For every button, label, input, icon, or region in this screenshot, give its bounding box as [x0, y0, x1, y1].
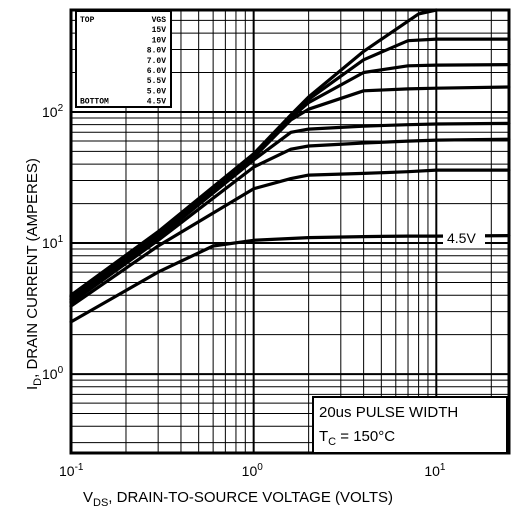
legend-entry: 5.0V: [147, 87, 166, 96]
legend-entry: 4.5V: [147, 98, 166, 107]
series-line-6-0v: [69, 121, 511, 303]
x-tick-label: 10-1: [59, 462, 84, 479]
legend-entry: 6.0V: [147, 67, 166, 76]
series-annotation: 4.5V: [443, 229, 485, 246]
y-tick-label: 102: [42, 103, 64, 120]
info-box-frame: [312, 396, 508, 454]
legend-row-label: BOTTOM: [80, 98, 109, 107]
legend-entry: 10V: [152, 36, 167, 45]
x-tick-label: 100: [242, 462, 264, 479]
curves: [69, 8, 511, 324]
annotation-bg: [443, 229, 485, 246]
annotation-label: 4.5V: [447, 230, 476, 246]
series-line-4-5v: [69, 234, 511, 324]
legend-entry: 8.0V: [147, 47, 166, 56]
info-box-line1: 20us PULSE WIDTH: [319, 404, 458, 421]
y-tick-label: 101: [42, 234, 64, 251]
x-axis-label: VDS, DRAIN-TO-SOURCE VOLTAGE (VOLTS): [83, 489, 393, 509]
series-line-7-0v: [69, 85, 511, 302]
legend-row-label: TOP: [80, 16, 95, 25]
legend-entry: 15V: [152, 26, 167, 35]
y-axis-label: ID, DRAIN CURRENT (AMPERES): [24, 158, 44, 390]
y-tick-label: 100: [42, 365, 64, 382]
info-box-line2: TC = 150°C: [319, 428, 395, 448]
axes: 10-1 100 101 100 101 102: [42, 103, 446, 479]
plot-frame: [69, 8, 511, 455]
legend-entry: 5.5V: [147, 77, 166, 86]
x-tick-label: 101: [424, 462, 446, 479]
legend-frame: [75, 10, 172, 108]
series-line-5-5v: [69, 137, 511, 305]
legend-entry: VGS: [152, 16, 167, 25]
series-line-5-0v: [69, 168, 511, 308]
legend-entry: 7.0V: [147, 57, 166, 66]
info-box: 20us PULSE WIDTH TC = 150°C: [312, 396, 508, 454]
